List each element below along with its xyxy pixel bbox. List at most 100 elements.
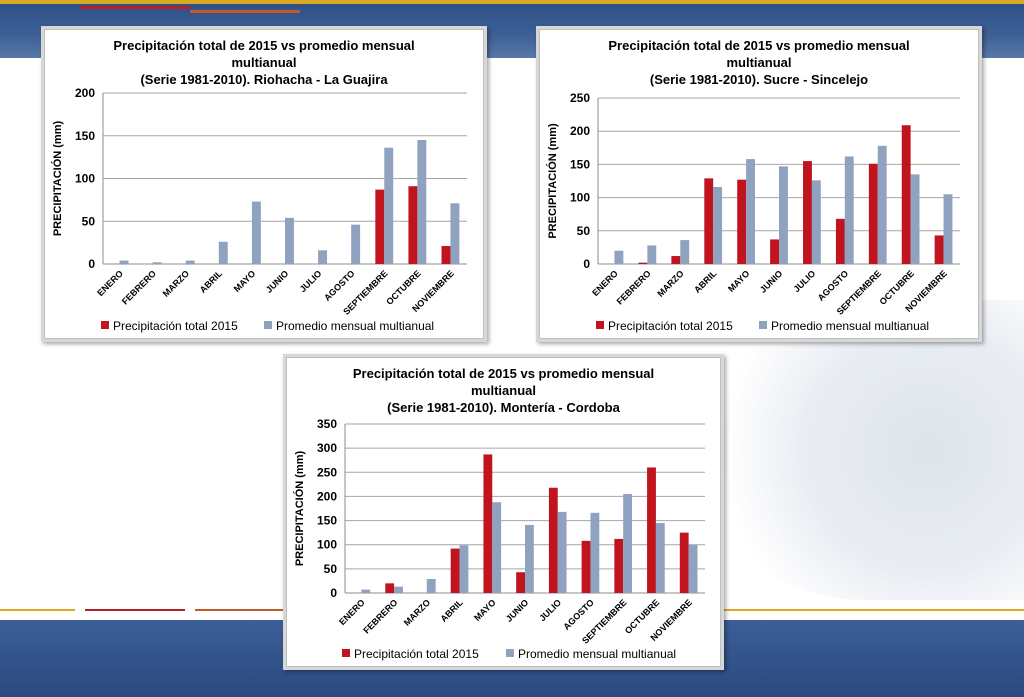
chart-title-line: Precipitación total de 2015 vs promedio … — [608, 38, 909, 53]
x-category-label: FEBRERO — [120, 268, 158, 306]
y-tick-label: 250 — [317, 465, 337, 479]
bar-promedio-multianual — [877, 145, 887, 264]
chart-panel-monteria: Precipitación total de 2015 vs promedio … — [286, 357, 721, 667]
header-accent-line — [190, 10, 300, 13]
legend-swatch — [506, 649, 514, 657]
emblem-watermark — [700, 300, 1024, 600]
bar-promedio-multianual — [394, 586, 403, 593]
legend-label: Precipitación total 2015 — [354, 647, 479, 661]
bar-promedio-multianual — [525, 524, 534, 593]
bar-precipitacion-2015 — [548, 487, 558, 593]
y-tick-label: 100 — [570, 191, 590, 205]
legend-swatch — [596, 321, 604, 329]
bar-promedio-multianual — [779, 166, 788, 264]
bar-promedio-multianual — [844, 156, 854, 264]
bar-promedio-multianual — [218, 241, 228, 264]
bar-promedio-multianual — [614, 250, 624, 264]
chart-title-line: multianual — [231, 55, 296, 70]
chart-title-line: (Serie 1981-2010). Sucre - Sincelejo — [650, 72, 868, 87]
x-category-label: MAYO — [232, 268, 258, 294]
x-category-label: MAYO — [472, 597, 498, 623]
y-tick-label: 0 — [583, 257, 590, 271]
bar-precipitacion-2015 — [934, 235, 944, 264]
bar-promedio-multianual — [943, 194, 953, 264]
bar-promedio-multianual — [492, 502, 502, 593]
y-axis-label: PRECIPITACIÓN (mm) — [293, 451, 306, 567]
bar-precipitacion-2015 — [385, 583, 395, 593]
y-tick-label: 50 — [577, 224, 591, 238]
bar-precipitacion-2015 — [408, 186, 418, 264]
y-tick-label: 100 — [75, 172, 95, 186]
x-category-label: MARZO — [655, 268, 685, 298]
chart-riohacha: Precipitación total de 2015 vs promedio … — [51, 38, 467, 333]
chart-sincelejo: Precipitación total de 2015 vs promedio … — [546, 38, 960, 333]
y-tick-label: 200 — [317, 489, 337, 503]
x-category-label: AGOSTO — [816, 268, 851, 303]
bar-precipitacion-2015 — [638, 262, 648, 264]
chart-panel-riohacha: Precipitación total de 2015 vs promedio … — [44, 29, 484, 339]
y-axis-label: PRECIPITACIÓN (mm) — [546, 123, 559, 239]
legend-swatch — [342, 649, 350, 657]
chart-title-line: Precipitación total de 2015 vs promedio … — [113, 38, 414, 53]
header-accent-line — [0, 0, 1024, 4]
bar-precipitacion-2015 — [581, 540, 591, 593]
bar-promedio-multianual — [152, 262, 162, 264]
y-tick-label: 0 — [330, 586, 337, 600]
bar-promedio-multianual — [623, 494, 633, 593]
x-category-label: AGOSTO — [561, 597, 596, 632]
x-category-label: JULIO — [298, 268, 324, 294]
bar-promedio-multianual — [647, 245, 657, 264]
bar-precipitacion-2015 — [704, 178, 714, 264]
chart-title-line: Precipitación total de 2015 vs promedio … — [353, 366, 654, 381]
bar-promedio-multianual — [713, 186, 723, 264]
x-category-label: JUNIO — [758, 268, 785, 295]
x-category-label: ENERO — [337, 597, 367, 627]
y-tick-label: 200 — [75, 86, 95, 100]
bar-promedio-multianual — [811, 180, 821, 264]
y-tick-label: 150 — [75, 129, 95, 143]
chart-title-line: multianual — [471, 383, 536, 398]
y-tick-label: 300 — [317, 441, 337, 455]
y-tick-label: 150 — [317, 514, 337, 528]
bar-promedio-multianual — [351, 224, 361, 264]
bar-promedio-multianual — [318, 250, 328, 264]
chart-title-line: (Serie 1981-2010). Montería - Cordoba — [387, 400, 620, 415]
bar-precipitacion-2015 — [375, 189, 385, 264]
legend-label: Promedio mensual multianual — [518, 647, 676, 661]
bar-precipitacion-2015 — [450, 548, 460, 593]
y-tick-label: 50 — [82, 214, 96, 228]
legend-label: Precipitación total 2015 — [113, 319, 238, 333]
bar-promedio-multianual — [417, 140, 427, 264]
y-tick-label: 100 — [317, 538, 337, 552]
legend-swatch — [759, 321, 767, 329]
x-category-label: JULIO — [537, 597, 563, 623]
bar-precipitacion-2015 — [483, 454, 493, 593]
bar-promedio-multianual — [361, 589, 371, 593]
bar-precipitacion-2015 — [679, 532, 689, 593]
bar-promedio-multianual — [590, 512, 600, 593]
bar-precipitacion-2015 — [671, 256, 681, 264]
header-accent-line — [80, 6, 190, 9]
x-category-label: ENERO — [95, 268, 125, 298]
x-category-label: ABRIL — [198, 268, 225, 295]
chart-title-line: multianual — [726, 55, 791, 70]
x-category-label: MARZO — [402, 597, 432, 627]
y-tick-label: 350 — [317, 417, 337, 431]
bar-promedio-multianual — [680, 240, 690, 264]
y-tick-label: 50 — [324, 562, 338, 576]
bar-precipitacion-2015 — [901, 125, 911, 264]
bar-precipitacion-2015 — [868, 163, 878, 264]
footer-accent-lines — [0, 605, 1024, 617]
x-category-label: ABRIL — [692, 268, 719, 295]
bar-precipitacion-2015 — [803, 161, 812, 264]
bar-promedio-multianual — [746, 159, 755, 264]
x-category-label: JULIO — [792, 268, 818, 294]
bar-promedio-multianual — [119, 260, 129, 264]
bar-promedio-multianual — [185, 260, 195, 264]
chart-monteria: Precipitación total de 2015 vs promedio … — [293, 366, 705, 661]
x-category-label: FEBRERO — [361, 597, 399, 635]
bar-precipitacion-2015 — [737, 179, 747, 264]
bar-promedio-multianual — [285, 217, 294, 264]
legend-label: Precipitación total 2015 — [608, 319, 733, 333]
x-category-label: MARZO — [161, 268, 191, 298]
